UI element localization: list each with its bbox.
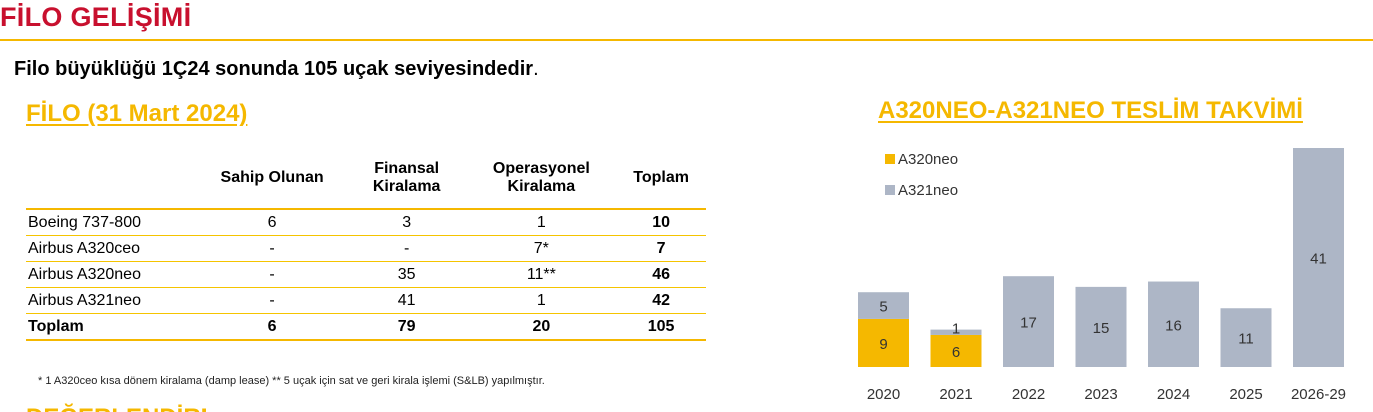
x-tick-label: 2020: [867, 386, 900, 403]
owned-count: -: [197, 287, 347, 314]
next-section-title: DEĞERLENDİRME: [26, 404, 206, 412]
finance-count: 41: [346, 287, 467, 314]
operating-count: 1: [466, 208, 617, 236]
delivery-chart: 9 5 2020 6 1 2021 17 2022 15 2023 16 2024 11 2025 41 20…: [840, 130, 1373, 412]
bar-a321neo-2025: [1220, 308, 1272, 367]
finance-total: 79: [346, 313, 467, 341]
total-count: 10: [616, 208, 706, 236]
next-section-title-clipped: DEĞERLENDİRME: [26, 398, 206, 412]
aircraft-type: Airbus A320neo: [26, 261, 198, 288]
aircraft-type: Boeing 737-800: [26, 208, 198, 236]
legend-label: A321neo: [898, 182, 958, 199]
x-tick-label: 2021: [939, 386, 972, 403]
operating-total: 20: [466, 313, 617, 341]
x-tick-label: 2022: [1012, 386, 1045, 403]
bar-a320neo-2020: [858, 318, 909, 367]
chart-title: A320NEO-A321NEO TESLİM TAKVİMİ: [878, 97, 1303, 124]
x-tick-label: 2026-29: [1291, 386, 1346, 403]
data-label: 9: [879, 336, 887, 353]
table-row: Airbus A321neo - 41 1 42: [26, 287, 706, 314]
data-label: 6: [952, 344, 960, 361]
table-row: Airbus A320neo - 35 11** 46: [26, 261, 706, 288]
legend-label: A320neo: [898, 151, 958, 168]
finance-count: 3: [346, 208, 467, 236]
bar-a321neo-2020: [858, 292, 909, 319]
data-label: 41: [1310, 251, 1327, 268]
data-label: 15: [1093, 320, 1110, 337]
header-total: Toplam: [633, 169, 689, 186]
aircraft-type: Airbus A321neo: [26, 287, 198, 314]
data-label: 5: [879, 299, 887, 316]
data-label: 16: [1165, 317, 1182, 334]
x-tick-label: 2023: [1084, 386, 1117, 403]
data-label: 1: [952, 320, 960, 337]
aircraft-type: Airbus A320ceo: [26, 235, 198, 262]
data-label: 17: [1020, 315, 1037, 332]
finance-count: 35: [346, 261, 467, 288]
grand-total: 105: [616, 313, 706, 341]
legend-swatch-a321neo: [885, 185, 895, 195]
operating-count: 7*: [466, 235, 617, 262]
owned-count: -: [197, 261, 347, 288]
owned-count: 6: [197, 208, 347, 236]
legend-swatch-a320neo: [885, 154, 895, 164]
subtitle-tail: .: [533, 58, 539, 80]
x-tick-label: 2024: [1157, 386, 1190, 403]
bar-a321neo-2023: [1075, 286, 1127, 367]
header-operating: Operasyonel Kiralama: [492, 160, 590, 195]
data-label: 11: [1238, 331, 1254, 348]
fleet-section-title: FİLO (31 Mart 2024): [26, 100, 248, 127]
bar-a321neo-2021: [930, 329, 982, 335]
operating-count: 11**: [466, 261, 617, 288]
total-label: Toplam: [26, 313, 198, 341]
page-title: FİLO GELİŞİMİ: [0, 2, 192, 32]
x-tick-label: 2025: [1229, 386, 1262, 403]
delivery-chart-svg: 9 5 2020 6 1 2021 17 2022 15 2023 16 2024 11 2025 41 20…: [858, 148, 1346, 403]
bar-a321neo-2022: [1003, 276, 1054, 367]
table-total-row: Toplam 6 79 20 105: [26, 313, 706, 341]
finance-count: -: [346, 235, 467, 262]
subtitle-bold: Filo büyüklüğü 1Ç24 sonunda 105 uçak sev…: [14, 58, 534, 80]
total-count: 46: [616, 261, 706, 288]
page-subtitle: Filo büyüklüğü 1Ç24 sonunda 105 uçak sev…: [14, 58, 539, 81]
owned-total: 6: [197, 313, 347, 341]
bar-a321neo-2024: [1148, 281, 1199, 367]
bar-a320neo-2021: [930, 334, 982, 367]
header-finance: Finansal Kiralama: [372, 160, 441, 195]
fleet-footnote: * 1 A320ceo kısa dönem kiralama (damp le…: [38, 375, 545, 387]
owned-count: -: [197, 235, 347, 262]
bar-a321neo-2026-29: [1293, 148, 1344, 367]
header-owned: Sahip Olunan: [220, 169, 324, 186]
title-divider: [0, 39, 1373, 41]
table-row: Boeing 737-800 6 3 1 10: [26, 208, 706, 236]
total-count: 42: [616, 287, 706, 314]
header-empty: [26, 148, 197, 209]
fleet-table-header: Sahip Olunan Finansal Kiralama Operasyon…: [26, 148, 706, 209]
operating-count: 1: [466, 287, 617, 314]
table-row: Airbus A320ceo - - 7* 7: [26, 235, 706, 262]
total-count: 7: [616, 235, 706, 262]
fleet-table: Sahip Olunan Finansal Kiralama Operasyon…: [26, 148, 706, 341]
